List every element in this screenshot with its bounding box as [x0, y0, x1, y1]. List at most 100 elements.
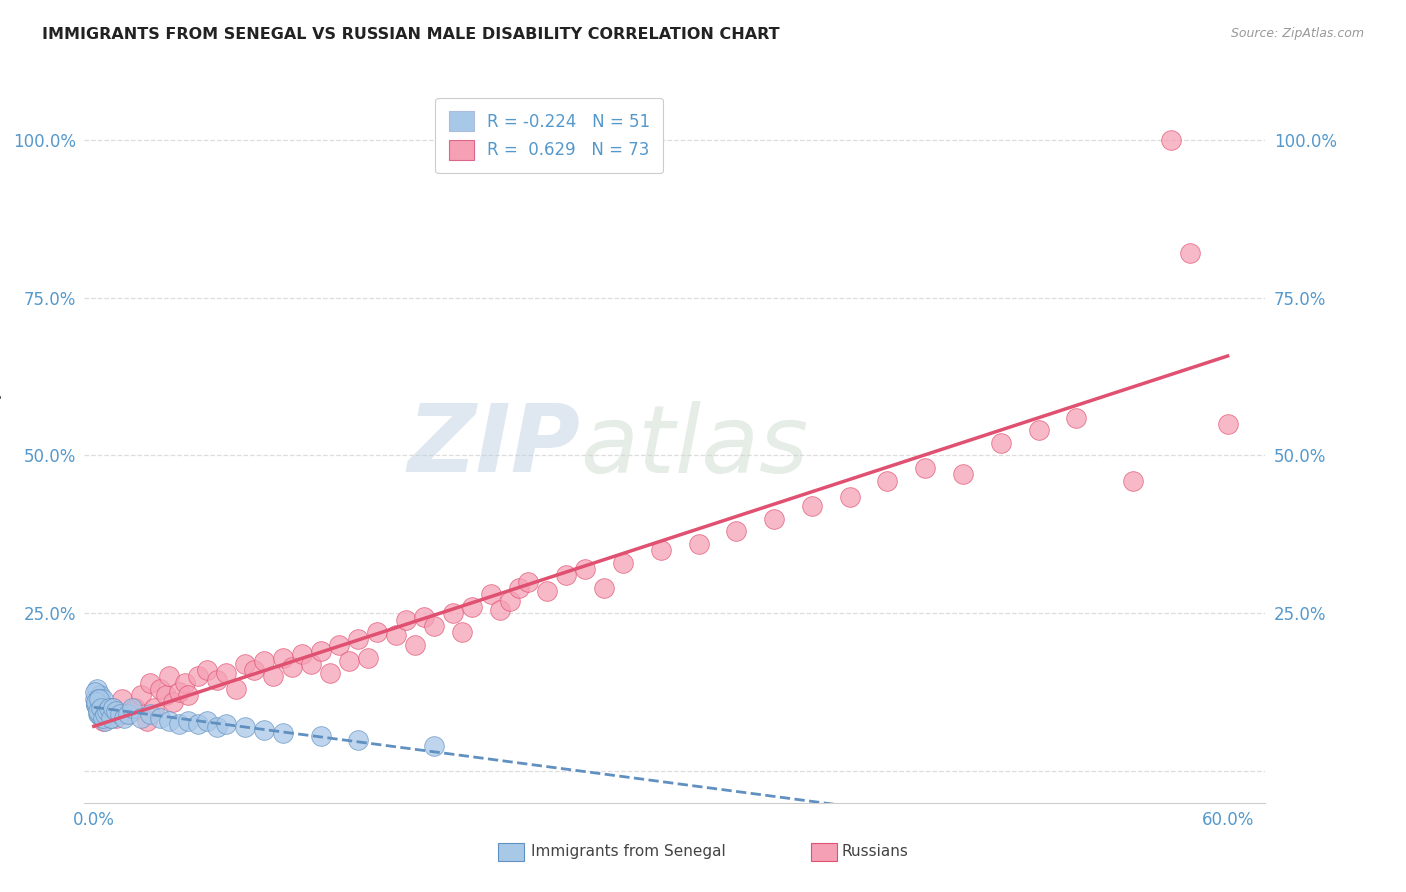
Point	[96, 704, 118, 718]
Point	[94, 707, 117, 722]
Point	[385, 628, 408, 642]
Point	[86, 704, 108, 718]
Point	[347, 732, 370, 747]
Point	[952, 467, 974, 482]
Point	[404, 638, 426, 652]
Point	[139, 707, 162, 722]
Point	[876, 474, 898, 488]
Point	[347, 632, 370, 646]
Point	[91, 710, 114, 724]
Legend: R = -0.224   N = 51, R =  0.629   N = 73: R = -0.224 N = 51, R = 0.629 N = 73	[436, 97, 664, 173]
Point	[215, 666, 238, 681]
Point	[112, 710, 135, 724]
Point	[555, 568, 578, 582]
Point	[149, 710, 172, 724]
Point	[94, 714, 117, 728]
Point	[101, 701, 124, 715]
Point	[89, 691, 111, 706]
Point	[394, 613, 416, 627]
Text: Source: ZipAtlas.com: Source: ZipAtlas.com	[1230, 27, 1364, 40]
Point	[100, 710, 122, 724]
Point	[441, 607, 464, 621]
Point	[299, 657, 322, 671]
Point	[725, 524, 748, 539]
Point	[155, 689, 177, 703]
Point	[110, 707, 132, 722]
Point	[309, 730, 332, 744]
Point	[413, 609, 436, 624]
Point	[162, 695, 184, 709]
Point	[157, 714, 180, 728]
Point	[233, 657, 256, 671]
Point	[914, 461, 936, 475]
Point	[763, 511, 786, 525]
Point	[177, 689, 200, 703]
Point	[366, 625, 388, 640]
Text: IMMIGRANTS FROM SENEGAL VS RUSSIAN MALE DISABILITY CORRELATION CHART: IMMIGRANTS FROM SENEGAL VS RUSSIAN MALE …	[42, 27, 780, 42]
Point	[225, 682, 247, 697]
Point	[517, 574, 540, 589]
Point	[149, 682, 172, 697]
Point	[105, 704, 128, 718]
Point	[121, 704, 143, 718]
Point	[101, 701, 124, 715]
Point	[177, 714, 200, 728]
Point	[117, 707, 139, 722]
Point	[508, 581, 530, 595]
Point	[243, 663, 266, 677]
Point	[1028, 423, 1050, 437]
Point	[121, 701, 143, 715]
Point	[233, 720, 256, 734]
Text: ZIP: ZIP	[408, 400, 581, 492]
Point	[89, 689, 111, 703]
Point	[187, 717, 209, 731]
FancyBboxPatch shape	[811, 844, 837, 862]
Point	[84, 698, 107, 712]
Point	[117, 707, 139, 722]
Point	[215, 717, 238, 731]
Point	[838, 490, 860, 504]
Y-axis label: Male Disability: Male Disability	[0, 390, 1, 502]
Point	[195, 663, 218, 677]
Point	[451, 625, 474, 640]
Point	[205, 673, 228, 687]
Point	[97, 701, 120, 715]
Point	[1216, 417, 1239, 431]
Point	[173, 675, 195, 690]
Point	[271, 650, 294, 665]
Point	[489, 603, 512, 617]
Point	[157, 669, 180, 683]
Point	[574, 562, 596, 576]
Point	[253, 654, 276, 668]
Point	[990, 435, 1012, 450]
Point	[143, 701, 166, 715]
Point	[97, 701, 120, 715]
Point	[129, 710, 152, 724]
Point	[281, 660, 304, 674]
Point	[271, 726, 294, 740]
Point	[205, 720, 228, 734]
Point	[96, 704, 118, 718]
Point	[90, 701, 112, 715]
Point	[262, 669, 284, 683]
Point	[84, 695, 107, 709]
Text: Immigrants from Senegal: Immigrants from Senegal	[531, 844, 725, 859]
Point	[90, 701, 112, 715]
Point	[91, 710, 114, 724]
Point	[461, 600, 484, 615]
Point	[319, 666, 342, 681]
Point	[612, 556, 634, 570]
Text: atlas: atlas	[581, 401, 808, 491]
Point	[800, 499, 823, 513]
Point	[1122, 474, 1144, 488]
Point	[309, 644, 332, 658]
Point	[86, 682, 108, 697]
Point	[100, 710, 122, 724]
Point	[253, 723, 276, 738]
Point	[423, 739, 446, 753]
Point	[187, 669, 209, 683]
Point	[89, 695, 111, 709]
Point	[84, 698, 107, 712]
Point	[111, 691, 134, 706]
Point	[423, 619, 446, 633]
